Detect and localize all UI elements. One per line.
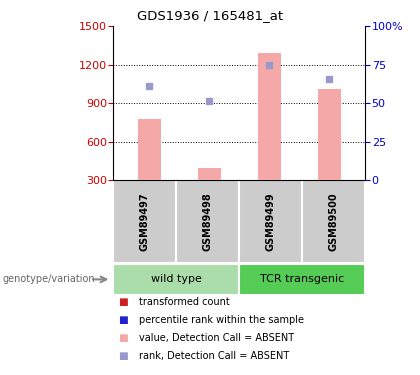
Bar	[258, 53, 281, 180]
Bar	[176, 180, 239, 262]
Text: genotype/variation: genotype/variation	[2, 274, 95, 284]
Text: transformed count: transformed count	[139, 297, 229, 307]
Text: ■: ■	[118, 297, 127, 307]
Bar	[138, 118, 161, 180]
Text: value, Detection Call = ABSENT: value, Detection Call = ABSENT	[139, 333, 294, 343]
Bar	[113, 180, 176, 262]
Text: TCR transgenic: TCR transgenic	[260, 274, 344, 284]
Bar	[318, 89, 341, 180]
Bar	[113, 264, 239, 295]
Text: ■: ■	[118, 315, 127, 325]
Bar	[302, 180, 365, 262]
Text: GDS1936 / 165481_at: GDS1936 / 165481_at	[137, 9, 283, 22]
Bar	[239, 264, 365, 295]
Bar	[239, 180, 302, 262]
Text: GSM89500: GSM89500	[329, 192, 339, 250]
Text: GSM89499: GSM89499	[266, 192, 276, 250]
Text: percentile rank within the sample: percentile rank within the sample	[139, 315, 304, 325]
Text: wild type: wild type	[151, 274, 202, 284]
Text: ■: ■	[118, 333, 127, 343]
Text: ■: ■	[118, 351, 127, 361]
Text: GSM89498: GSM89498	[203, 192, 213, 250]
Bar	[198, 168, 221, 180]
Text: GSM89497: GSM89497	[140, 192, 150, 250]
Text: rank, Detection Call = ABSENT: rank, Detection Call = ABSENT	[139, 351, 289, 361]
